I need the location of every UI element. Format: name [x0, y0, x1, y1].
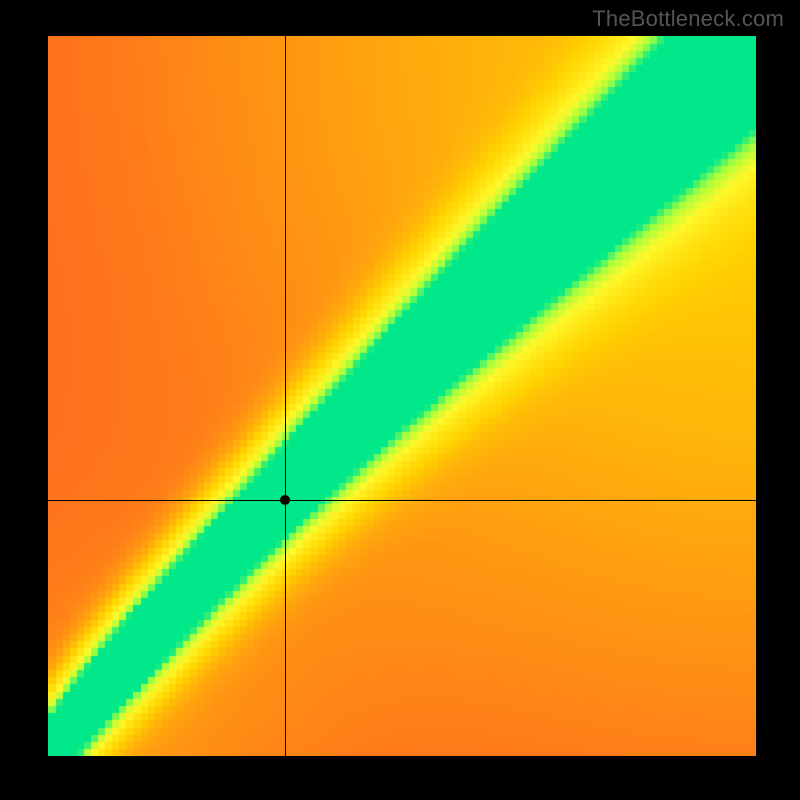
heatmap-plot: [48, 36, 756, 756]
crosshair-horizontal: [48, 500, 756, 501]
marker-dot: [280, 495, 290, 505]
crosshair-vertical: [285, 36, 286, 756]
watermark-text: TheBottleneck.com: [592, 6, 784, 32]
heatmap-canvas: [48, 36, 756, 756]
stage: TheBottleneck.com: [0, 0, 800, 800]
